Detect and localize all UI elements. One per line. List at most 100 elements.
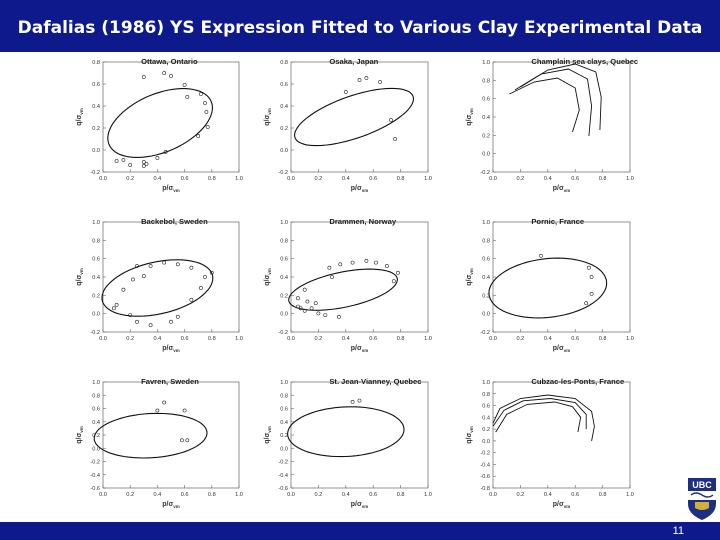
- data-point: [141, 75, 146, 79]
- x-tick-label: 0.4: [342, 492, 350, 498]
- panel-title: Cubzac-les-Ponts, France: [531, 377, 624, 386]
- yield-surface-curve: [495, 401, 582, 433]
- x-tick-label: 0.4: [154, 492, 162, 498]
- y-axis-label: q/σvm: [466, 108, 474, 126]
- data-point: [148, 264, 153, 268]
- data-point: [114, 159, 119, 163]
- x-tick-label: 0.6: [571, 336, 579, 342]
- x-axis-label-main: p/σ: [162, 501, 173, 508]
- plot-frame: [102, 221, 240, 333]
- y-tick-label: 0.8: [482, 238, 490, 244]
- data-point: [364, 76, 369, 80]
- y-axis-label-main: q/σ: [466, 275, 473, 286]
- y-tick-label: 0.6: [280, 257, 288, 263]
- x-tick-label: 0.2: [315, 176, 323, 182]
- x-tick-label: 0.0: [287, 336, 295, 342]
- y-tick-label: 0.0: [92, 148, 100, 154]
- y-axis-label: q/σvm: [264, 108, 272, 126]
- y-tick-label: -0.2: [90, 460, 100, 466]
- x-tick-label: 0.2: [126, 492, 134, 498]
- x-tick-label: 0.0: [99, 492, 107, 498]
- x-tick-label: 0.4: [544, 176, 552, 182]
- y-axis-label: q/σvm: [76, 108, 84, 126]
- data-point: [336, 314, 341, 319]
- y-tick-label: 0.8: [482, 392, 490, 398]
- x-tick-label: 0.8: [599, 176, 607, 182]
- y-axis-label: q/σvm: [76, 268, 84, 286]
- ubc-logo: UBC: [686, 478, 718, 520]
- x-tick-label: 1.0: [626, 336, 634, 342]
- data-point: [179, 438, 184, 443]
- x-axis-label-main: p/σ: [553, 345, 564, 352]
- data-point: [316, 311, 321, 316]
- data-point: [302, 287, 307, 292]
- y-tick-label: 0.2: [482, 293, 490, 299]
- plot-frame: [492, 61, 631, 173]
- chart-panel-cubzac: Cubzac-les-Ponts, France 0.0 0.2 0.4 0.6 0.8 1…: [466, 377, 634, 509]
- y-tick-label: 0.2: [482, 427, 490, 433]
- x-axis-label-main: p/σ: [553, 501, 564, 508]
- slide-title: Dafalias (1986) YS Expression Fitted to …: [17, 18, 703, 38]
- x-tick-label: 0.2: [315, 336, 323, 342]
- ubc-shield-icon: [688, 478, 716, 520]
- data-point: [302, 308, 307, 313]
- data-point: [298, 306, 303, 311]
- x-tick-label: 0.4: [154, 176, 162, 182]
- y-tick-label: -0.4: [278, 473, 288, 479]
- x-tick-label: 0.6: [181, 336, 189, 342]
- x-tick-label: 0.6: [369, 336, 377, 342]
- data-point: [584, 301, 589, 306]
- y-tick-label: 0.2: [280, 126, 288, 132]
- panel-title: Champlain sea clays, Quebec: [531, 57, 638, 66]
- y-tick-label: 0.8: [92, 393, 100, 399]
- yield-surface-curve: [520, 63, 602, 131]
- data-point: [357, 78, 362, 82]
- plot-frame: [290, 381, 429, 489]
- data-point: [198, 286, 203, 290]
- y-axis-label-main: q/σ: [76, 275, 83, 286]
- y-tick-label: 0.0: [482, 439, 490, 445]
- x-axis-label-subscript: vm: [564, 188, 571, 193]
- x-axis-label-main: p/σ: [351, 501, 362, 508]
- y-tick-label: 1.0: [92, 380, 100, 386]
- data-point: [162, 71, 167, 75]
- y-axis-label-main: q/σ: [76, 115, 83, 126]
- x-axis-label-subscript: vm: [362, 348, 369, 353]
- logo-text: UBC: [692, 480, 712, 490]
- data-point: [163, 150, 168, 154]
- y-tick-label: 0.6: [92, 257, 100, 263]
- chart-panel-champlain: Champlain sea clays, Quebec 0.0 0.2 0.4 0.6 0…: [466, 57, 638, 193]
- y-tick-label: 0.8: [92, 238, 100, 244]
- x-tick-label: 0.2: [315, 492, 323, 498]
- data-point: [338, 262, 343, 267]
- x-axis-label-main: p/σ: [162, 185, 173, 192]
- x-axis-label-subscript: vm: [173, 188, 180, 193]
- x-tick-label: 1.0: [235, 492, 243, 498]
- y-tick-label: -0.2: [90, 330, 100, 336]
- x-axis-label-subscript: vm: [564, 504, 571, 509]
- plot-frame: [290, 61, 429, 173]
- y-axis-label: q/σvm: [264, 426, 272, 444]
- y-axis-label-main: q/σ: [466, 115, 473, 126]
- x-tick-label: 0.8: [397, 176, 405, 182]
- x-tick-label: 0.8: [397, 336, 405, 342]
- x-axis-label-subscript: vm: [564, 348, 571, 353]
- x-axis-label-subscript: vm: [173, 348, 180, 353]
- x-tick-label: 0.4: [544, 336, 552, 342]
- x-axis-label: p/σvm: [162, 501, 180, 509]
- chart-grid: Ottawa, Ontario 0.0 0.2 0.4 0.6 0.8 1.0 0.8 0.6 0…: [76, 57, 638, 509]
- y-tick-label: 1.0: [482, 220, 490, 226]
- y-tick-label: 0.2: [482, 133, 490, 139]
- data-point: [182, 83, 187, 87]
- data-point: [395, 270, 400, 275]
- x-tick-label: 0.2: [517, 336, 525, 342]
- y-tick-label: -0.6: [278, 486, 288, 492]
- x-tick-label: 0.8: [208, 492, 216, 498]
- x-tick-label: 0.4: [342, 176, 350, 182]
- y-tick-label: 0.6: [280, 82, 288, 88]
- panel-title: Favren, Sweden: [141, 377, 199, 386]
- y-axis-label-main: q/σ: [264, 275, 271, 286]
- x-tick-label: 1.0: [424, 492, 432, 498]
- x-axis-label: p/σvm: [162, 185, 180, 193]
- y-tick-label: 0.6: [92, 82, 100, 88]
